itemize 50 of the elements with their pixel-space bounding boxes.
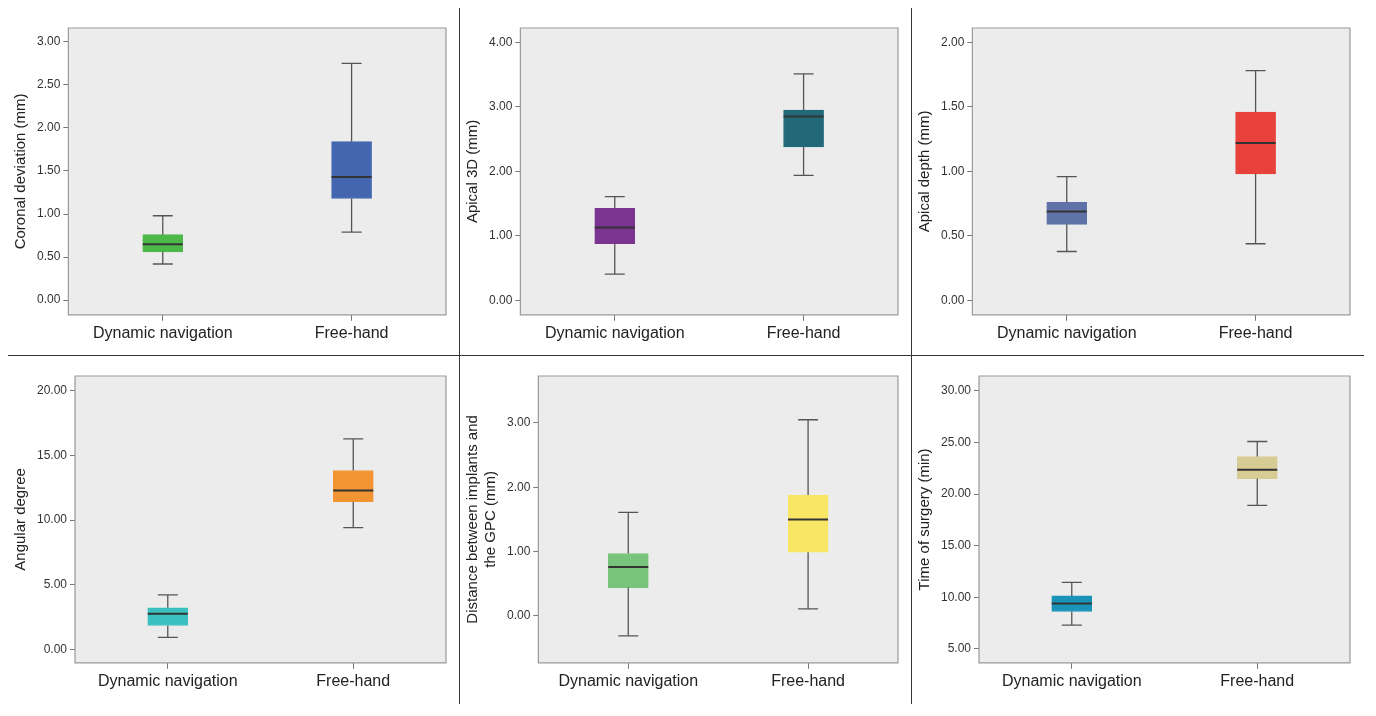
y-tick-label: 1.50 bbox=[37, 163, 61, 178]
x-tick-label: Dynamic navigation bbox=[97, 671, 238, 689]
x-tick-label: Dynamic navigation bbox=[558, 671, 699, 689]
y-tick-label: 1.00 bbox=[489, 228, 513, 243]
x-tick-label: Free-hand bbox=[316, 671, 391, 689]
y-tick-label: 1.50 bbox=[941, 99, 965, 114]
y-axis-title: Time of surgery (min) bbox=[915, 448, 933, 591]
y-tick-label: 0.50 bbox=[37, 249, 61, 264]
y-tick-label: 20.00 bbox=[37, 383, 68, 398]
y-tick-label: 0.00 bbox=[37, 292, 61, 307]
y-tick-label: 3.00 bbox=[37, 34, 61, 49]
y-tick-label: 2.50 bbox=[37, 77, 61, 92]
y-axis-title: Coronal deviation (mm) bbox=[11, 93, 29, 250]
y-tick-label: 1.00 bbox=[941, 163, 965, 178]
y-tick-label: 3.00 bbox=[489, 99, 513, 114]
y-axis-title: Angular degree bbox=[11, 468, 29, 571]
y-tick-label: 4.00 bbox=[489, 34, 513, 49]
y-tick-label: 10.00 bbox=[941, 589, 972, 604]
y-tick-label: 10.00 bbox=[37, 512, 68, 527]
x-tick-label: Free-hand bbox=[766, 323, 841, 341]
y-tick-label: 25.00 bbox=[941, 434, 972, 449]
y-tick-label: 1.00 bbox=[37, 206, 61, 221]
x-tick-label: Dynamic navigation bbox=[544, 323, 685, 341]
y-axis-title: Distance between implants and the GPC (mm) bbox=[463, 415, 499, 624]
y-tick-label: 3.00 bbox=[507, 415, 531, 430]
y-tick-label: 5.00 bbox=[947, 641, 972, 656]
y-tick-label: 0.00 bbox=[941, 292, 965, 307]
y-tick-label: 30.00 bbox=[941, 383, 972, 398]
y-axis-title: Apical depth (mm) bbox=[915, 110, 933, 233]
y-tick-label: 15.00 bbox=[37, 447, 68, 462]
y-tick-label: 2.00 bbox=[489, 163, 513, 178]
y-axis-title: Apical 3D (mm) bbox=[463, 119, 481, 224]
x-tick-label: Dynamic navigation bbox=[996, 323, 1137, 341]
y-tick-label: 20.00 bbox=[941, 486, 972, 501]
x-tick-label: Dynamic navigation bbox=[92, 323, 233, 341]
y-tick-label: 0.00 bbox=[489, 292, 513, 307]
y-tick-label: 5.00 bbox=[43, 576, 68, 591]
y-tick-label: 2.00 bbox=[941, 34, 965, 49]
y-tick-label: 0.00 bbox=[507, 608, 531, 623]
x-tick-label: Free-hand bbox=[314, 323, 389, 341]
y-tick-label: 2.00 bbox=[507, 479, 531, 494]
x-tick-label: Free-hand bbox=[1220, 671, 1295, 689]
x-tick-label: Free-hand bbox=[771, 671, 845, 689]
y-tick-label: 2.00 bbox=[37, 120, 61, 135]
x-tick-label: Dynamic navigation bbox=[1001, 671, 1142, 689]
y-tick-label: 0.00 bbox=[43, 641, 68, 656]
y-tick-label: 1.00 bbox=[507, 543, 531, 558]
y-tick-label: 15.00 bbox=[941, 538, 972, 553]
x-tick-label: Free-hand bbox=[1218, 323, 1293, 341]
y-tick-label: 0.50 bbox=[941, 228, 965, 243]
